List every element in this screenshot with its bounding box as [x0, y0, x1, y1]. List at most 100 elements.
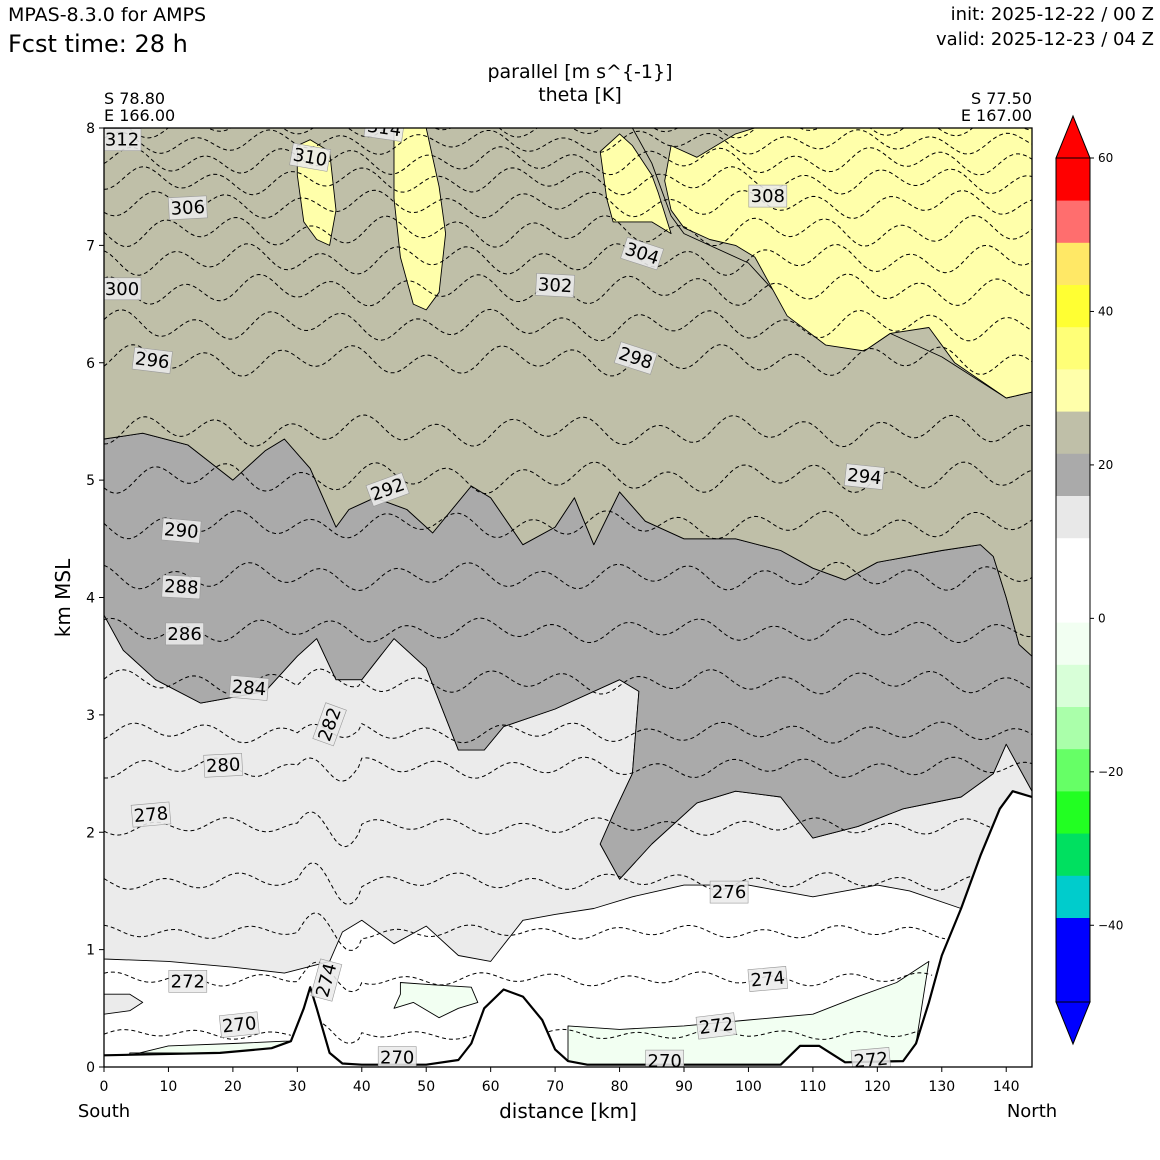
y-tick-label: 8	[86, 121, 95, 137]
contour-label: 288	[161, 574, 202, 600]
theta-contour-278	[104, 811, 991, 848]
contour-label-box	[130, 801, 172, 828]
contour-label-text: 302	[537, 274, 572, 297]
contour-label: 294	[844, 463, 885, 490]
colorbar-band	[1056, 284, 1090, 328]
x-tick-label: 140	[993, 1079, 1020, 1095]
contour-label: 292	[365, 472, 410, 507]
contour-label-box	[310, 958, 343, 1002]
terrain-ground	[104, 791, 1032, 1067]
colorbar-band	[1056, 875, 1090, 918]
contour-label-box	[535, 273, 575, 298]
contour-label-text: 280	[206, 754, 241, 777]
theta-contour-294	[104, 414, 1032, 448]
contour-label-box	[104, 277, 142, 301]
contour-label-text: 288	[164, 576, 199, 599]
model-title: MPAS-8.3.0 for AMPS	[8, 4, 207, 26]
theta-contour-304	[104, 215, 1032, 248]
colorbar-tick-label: 40	[1098, 304, 1113, 318]
theta-contour-306	[104, 189, 1032, 219]
contour-label: 290	[161, 517, 202, 544]
theta-contour-302	[104, 243, 1032, 276]
colorbar-band	[1056, 369, 1090, 412]
colorbar-under-arrow	[1055, 1001, 1091, 1046]
contour-label-text: 276	[712, 882, 746, 903]
colorbar-tick-label: −40	[1098, 918, 1123, 932]
x-tick-label: 10	[160, 1079, 178, 1095]
contour-label: 276	[709, 880, 749, 904]
y-axis-label: km MSL	[51, 558, 75, 637]
contour-label: 308	[748, 184, 788, 208]
x-axis-ticks: 0 10 20 30 40 50 60 70 80 90 100 110 120 130 140	[100, 1067, 1020, 1095]
theta-contour-308	[104, 166, 1032, 196]
contour-label-box	[161, 517, 202, 544]
contour-label: 312	[104, 128, 142, 151]
contour-label-box	[844, 463, 885, 490]
left-end-lat: S 78.80	[104, 89, 165, 108]
contour-label: 302	[535, 273, 575, 298]
contour-label: 300	[104, 277, 142, 301]
right-end-lat: S 77.50	[971, 89, 1032, 108]
colorbar-tick-label: 20	[1098, 458, 1113, 472]
contour-label: 314	[363, 128, 405, 142]
y-tick-label: 3	[86, 708, 95, 724]
y-tick-label: 1	[86, 943, 95, 959]
shade-pale-green-1	[393, 982, 479, 1019]
right-end-lon: E 167.00	[961, 106, 1032, 125]
colorbar-band	[1056, 537, 1090, 581]
contour-label-text: 284	[231, 676, 267, 700]
colorbar-frame	[1055, 157, 1091, 1003]
y-tick-label: 6	[86, 356, 95, 372]
contour-label-box	[747, 966, 789, 992]
contour-label-box	[613, 341, 658, 375]
contour-label-box	[645, 1049, 685, 1067]
shade-light-gray-patch	[104, 993, 144, 1015]
contour-label-box	[131, 346, 173, 374]
contour-label: 306	[167, 195, 208, 221]
contour-label-text: 272	[698, 1014, 735, 1039]
contour-label-box	[748, 184, 788, 208]
x-tick-label: 120	[864, 1079, 891, 1095]
contour-label-text: 286	[167, 624, 201, 645]
colorbar-band	[1056, 622, 1090, 665]
colorbar-band	[1056, 748, 1090, 792]
contour-label-box	[165, 622, 204, 646]
theta-contour-282	[104, 721, 1032, 744]
contour-label: 280	[203, 753, 244, 778]
y-tick-label: 4	[86, 591, 95, 607]
contour-label-box	[850, 1047, 892, 1067]
contour-label-text: 278	[133, 803, 169, 827]
x-tick-label: 80	[611, 1079, 629, 1095]
init-time: init: 2025-12-22 / 00 Z	[950, 4, 1154, 25]
contour-label: 272	[168, 969, 208, 993]
colorbar-band	[1056, 411, 1090, 454]
contour-label: 270	[645, 1049, 685, 1072]
contour-label-text: 270	[648, 1051, 682, 1072]
y-tick-label: 0	[86, 1060, 95, 1076]
colorbar-band	[1056, 580, 1090, 623]
contour-label-box	[363, 128, 405, 142]
contour-label-text: 272	[171, 971, 205, 992]
contour-label: 278	[130, 801, 172, 828]
x-tick-label: 0	[100, 1079, 109, 1095]
theta-contour-290	[104, 510, 1032, 540]
theta-contour-296	[104, 344, 1032, 377]
contour-label-text: 296	[134, 348, 171, 373]
chart-title-line1: parallel [m s^{-1}]	[487, 61, 672, 83]
theta-contour-292	[104, 461, 1032, 495]
colorbar-tick-label: 0	[1098, 611, 1106, 625]
colorbar-band	[1056, 917, 1090, 961]
contour-label-box	[167, 195, 208, 221]
x-tick-label: 60	[482, 1079, 500, 1095]
contour-label-box	[218, 1011, 260, 1038]
colorbar-band	[1056, 833, 1090, 876]
shade-yellow-cell-3	[393, 128, 447, 311]
contour-label: 296	[131, 346, 173, 374]
contour-label-box	[620, 236, 664, 271]
contour-label: 270	[377, 1046, 417, 1067]
theta-contour-286	[104, 617, 1032, 644]
colorbar-band	[1056, 453, 1090, 496]
x-tick-label: 30	[288, 1079, 306, 1095]
contour-label-text: 272	[853, 1049, 889, 1073]
